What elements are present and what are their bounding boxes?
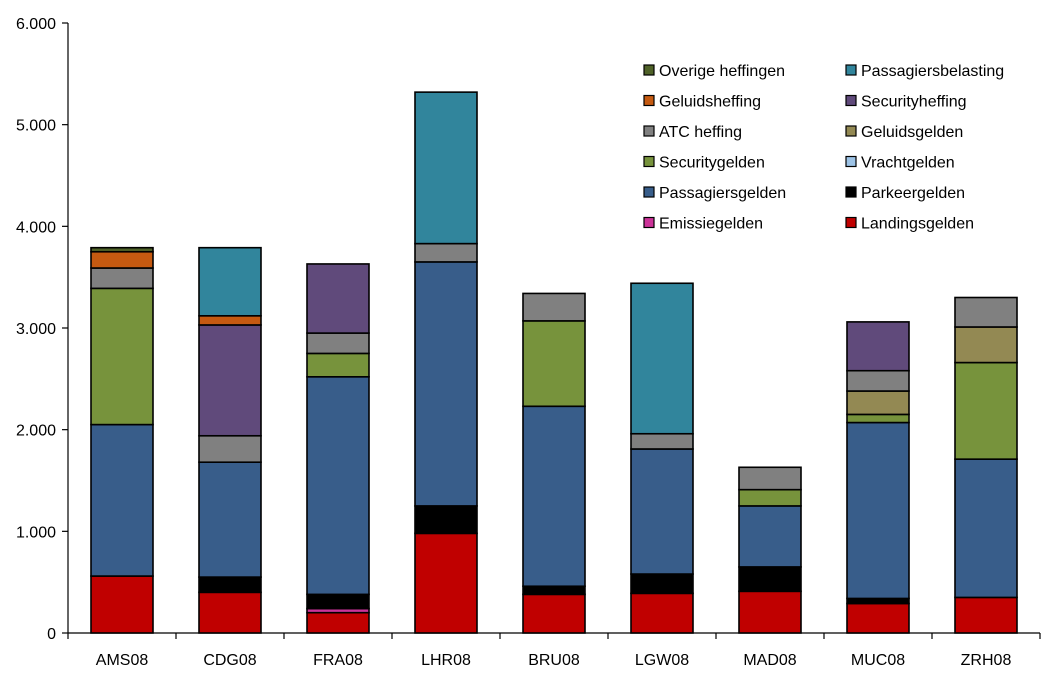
legend-swatch <box>845 155 857 168</box>
bar-segment <box>846 421 910 600</box>
bar-segment <box>306 352 370 378</box>
legend-swatch <box>845 216 857 229</box>
bar-segment <box>846 321 910 372</box>
bar-segment <box>522 320 586 408</box>
bar-segment <box>954 596 1018 634</box>
bar-segment <box>738 488 802 507</box>
bar-segment <box>414 261 478 507</box>
bar-segment <box>306 593 370 610</box>
y-tick-label: 3.000 <box>16 321 56 338</box>
x-tick-label: FRA08 <box>313 652 363 669</box>
bar-segment <box>738 566 802 593</box>
bar-segment <box>90 250 154 269</box>
legend-swatch <box>845 125 857 137</box>
legend-swatch <box>845 64 857 76</box>
legend-swatch <box>643 125 655 137</box>
y-tick-label: 6.000 <box>16 16 56 33</box>
bar-segment <box>738 505 802 568</box>
bar-segment <box>522 292 586 322</box>
bar-segment <box>630 448 694 575</box>
bar-segment <box>846 413 910 424</box>
y-tick-labels: 0 1.000 2.000 3.000 4.000 5.000 6.000 <box>16 16 56 643</box>
bar-segment <box>630 592 694 634</box>
legend-label: Passagiersgelden <box>659 185 786 202</box>
legend-label: Geluidsgelden <box>861 124 963 141</box>
bar-segment <box>198 324 262 437</box>
bar-segment <box>954 326 1018 364</box>
bar-segment <box>306 263 370 334</box>
bar-segment <box>846 390 910 416</box>
x-tick-label: ZRH08 <box>961 652 1012 669</box>
legend-swatch <box>643 155 655 168</box>
bar-segment <box>306 375 370 596</box>
bar-segment <box>306 611 370 634</box>
legend-label: Emissiegelden <box>659 216 763 233</box>
bar-segment <box>198 314 262 326</box>
x-tick-label: MUC08 <box>851 652 905 669</box>
bar-segment <box>846 602 910 634</box>
legend-label: Vrachtgelden <box>861 155 955 172</box>
legend: Overige heffingen Passagiersbelasting Gelu… <box>643 63 1004 233</box>
bar-segment <box>846 369 910 392</box>
bar-segment <box>198 246 262 317</box>
bar-segment <box>198 591 262 634</box>
bar-segment <box>198 576 262 594</box>
legend-swatch <box>643 216 655 229</box>
legend-label: Securitygelden <box>659 155 765 172</box>
x-tick-labels: AMS08 CDG08 FRA08 LHR08 BRU08 LGW08 MAD08 MUC08… <box>96 652 1012 669</box>
bar-segment <box>522 585 586 596</box>
legend-swatch <box>643 94 655 107</box>
bar-segment <box>954 458 1018 599</box>
x-tick-label: BRU08 <box>528 652 580 669</box>
legend-swatch <box>643 64 655 76</box>
x-tick-label: LGW08 <box>635 652 689 669</box>
legend-swatch <box>845 186 857 198</box>
legend-label: ATC heffing <box>659 124 742 141</box>
y-tick-label: 2.000 <box>16 423 56 440</box>
bar-segment <box>630 573 694 595</box>
x-tick-label: CDG08 <box>203 652 256 669</box>
x-tick-label: LHR08 <box>421 652 471 669</box>
y-tick-label: 1.000 <box>16 524 56 541</box>
bar-segment <box>522 593 586 634</box>
bar-segment <box>954 361 1018 460</box>
legend-swatch <box>845 94 857 107</box>
bar-segment <box>414 91 478 245</box>
legend-label: Geluidsheffing <box>659 94 761 111</box>
y-tick-label: 0 <box>47 626 56 643</box>
bar-segment <box>522 405 586 588</box>
legend-label: Passagiersbelasting <box>861 63 1004 80</box>
bar-segment <box>198 461 262 578</box>
bar-segment <box>198 434 262 463</box>
bar-segment <box>90 287 154 426</box>
bar-segment <box>90 267 154 290</box>
legend-label: Landingsgelden <box>861 216 974 233</box>
bar-segment <box>954 296 1018 328</box>
bar-segment <box>630 432 694 450</box>
y-tick-label: 5.000 <box>16 118 56 135</box>
x-tick-label: MAD08 <box>743 652 796 669</box>
bar-segment <box>630 282 694 435</box>
bar-segment <box>738 466 802 491</box>
bar-segment <box>90 575 154 634</box>
bar-segment <box>414 242 478 263</box>
bar-segment <box>414 532 478 634</box>
bar-segment <box>90 246 154 253</box>
bars <box>90 91 1018 634</box>
x-tick-label: AMS08 <box>96 652 149 669</box>
legend-label: Overige heffingen <box>659 63 785 80</box>
bar-segment <box>738 590 802 634</box>
legend-swatch <box>643 186 655 198</box>
legend-label: Securityheffing <box>861 94 967 111</box>
bar-segment <box>306 332 370 355</box>
bar-segment <box>90 423 154 577</box>
legend-label: Parkeergelden <box>861 185 965 202</box>
y-tick-label: 4.000 <box>16 219 56 236</box>
bar-segment <box>414 505 478 535</box>
